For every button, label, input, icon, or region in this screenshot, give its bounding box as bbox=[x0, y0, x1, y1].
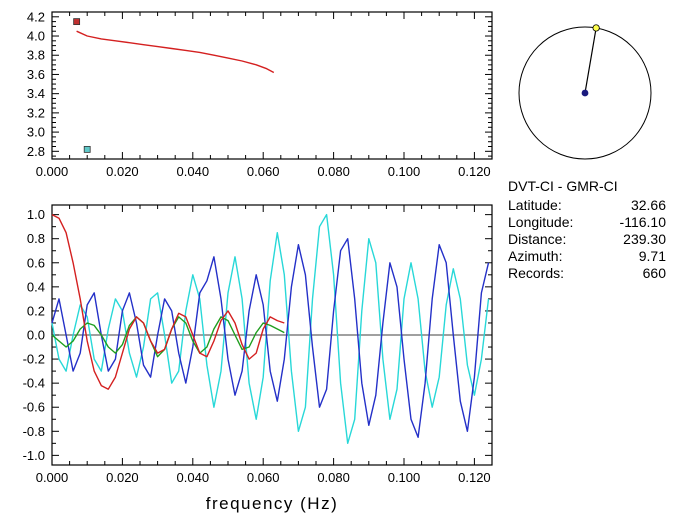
svg-text:0.080: 0.080 bbox=[317, 470, 350, 485]
svg-text:-0.6: -0.6 bbox=[23, 400, 45, 415]
svg-text:0.060: 0.060 bbox=[247, 164, 280, 179]
svg-text:0.6: 0.6 bbox=[27, 255, 45, 270]
svg-text:1.0: 1.0 bbox=[27, 207, 45, 222]
distance-value: 239.30 bbox=[623, 231, 666, 247]
azimuth-circle-plot bbox=[518, 24, 652, 160]
info-row-latitude: Latitude: 32.66 bbox=[508, 197, 666, 214]
svg-text:3.6: 3.6 bbox=[27, 67, 45, 82]
longitude-label: Longitude: bbox=[508, 214, 574, 230]
svg-text:0.040: 0.040 bbox=[177, 470, 210, 485]
svg-text:0.020: 0.020 bbox=[106, 164, 139, 179]
svg-text:3.8: 3.8 bbox=[27, 48, 45, 63]
svg-text:0.4: 0.4 bbox=[27, 279, 45, 294]
info-row-longitude: Longitude: -116.10 bbox=[508, 214, 666, 231]
svg-text:0.060: 0.060 bbox=[247, 470, 280, 485]
svg-text:-0.8: -0.8 bbox=[23, 424, 45, 439]
svg-text:0.100: 0.100 bbox=[388, 164, 421, 179]
svg-text:0.2: 0.2 bbox=[27, 303, 45, 318]
svg-text:0.020: 0.020 bbox=[106, 470, 139, 485]
svg-text:4.0: 4.0 bbox=[27, 29, 45, 44]
svg-text:0.120: 0.120 bbox=[458, 470, 491, 485]
svg-text:-1.0: -1.0 bbox=[23, 448, 45, 463]
dispersion-chart: 0.000 0.020 0.040 0.060 0.080 0.100 0.120 2.8 3.… bbox=[27, 9, 493, 179]
svg-text:0.000: 0.000 bbox=[36, 470, 69, 485]
station-pair-label: DVT-CI - GMR-CI bbox=[508, 178, 618, 194]
azimuth-value: 9.71 bbox=[638, 248, 666, 264]
info-row-records: Records: 660 bbox=[508, 265, 666, 282]
station-info-panel: DVT-CI - GMR-CI Latitude: 32.66 Longitud… bbox=[508, 178, 666, 282]
latitude-value: 32.66 bbox=[630, 197, 666, 213]
svg-text:-0.2: -0.2 bbox=[23, 352, 45, 367]
svg-text:frequency (Hz): frequency (Hz) bbox=[206, 494, 338, 513]
info-row-distance: Distance: 239.30 bbox=[508, 231, 666, 248]
svg-text:3.4: 3.4 bbox=[27, 86, 45, 101]
svg-text:0.040: 0.040 bbox=[177, 164, 210, 179]
waveform-chart: 0.000 0.020 0.040 0.060 0.080 0.100 0.120 -1.0 -… bbox=[23, 204, 493, 513]
svg-text:4.2: 4.2 bbox=[27, 9, 45, 24]
longitude-value: -116.10 bbox=[619, 214, 666, 230]
azimuth-label: Azimuth: bbox=[508, 248, 563, 264]
svg-text:0.120: 0.120 bbox=[458, 164, 491, 179]
svg-text:0.8: 0.8 bbox=[27, 231, 45, 246]
distance-label: Distance: bbox=[508, 231, 567, 247]
svg-text:0.100: 0.100 bbox=[388, 470, 421, 485]
svg-text:2.8: 2.8 bbox=[27, 144, 45, 159]
latitude-label: Latitude: bbox=[508, 197, 562, 213]
svg-text:0.080: 0.080 bbox=[317, 164, 350, 179]
svg-text:3.2: 3.2 bbox=[27, 105, 45, 120]
records-label: Records: bbox=[508, 265, 565, 281]
info-row-azimuth: Azimuth: 9.71 bbox=[508, 248, 666, 265]
records-value: 660 bbox=[642, 265, 666, 281]
svg-text:0.0: 0.0 bbox=[27, 328, 45, 343]
svg-text:-0.4: -0.4 bbox=[23, 376, 45, 391]
svg-text:3.0: 3.0 bbox=[27, 125, 45, 140]
svg-text:0.000: 0.000 bbox=[36, 164, 69, 179]
